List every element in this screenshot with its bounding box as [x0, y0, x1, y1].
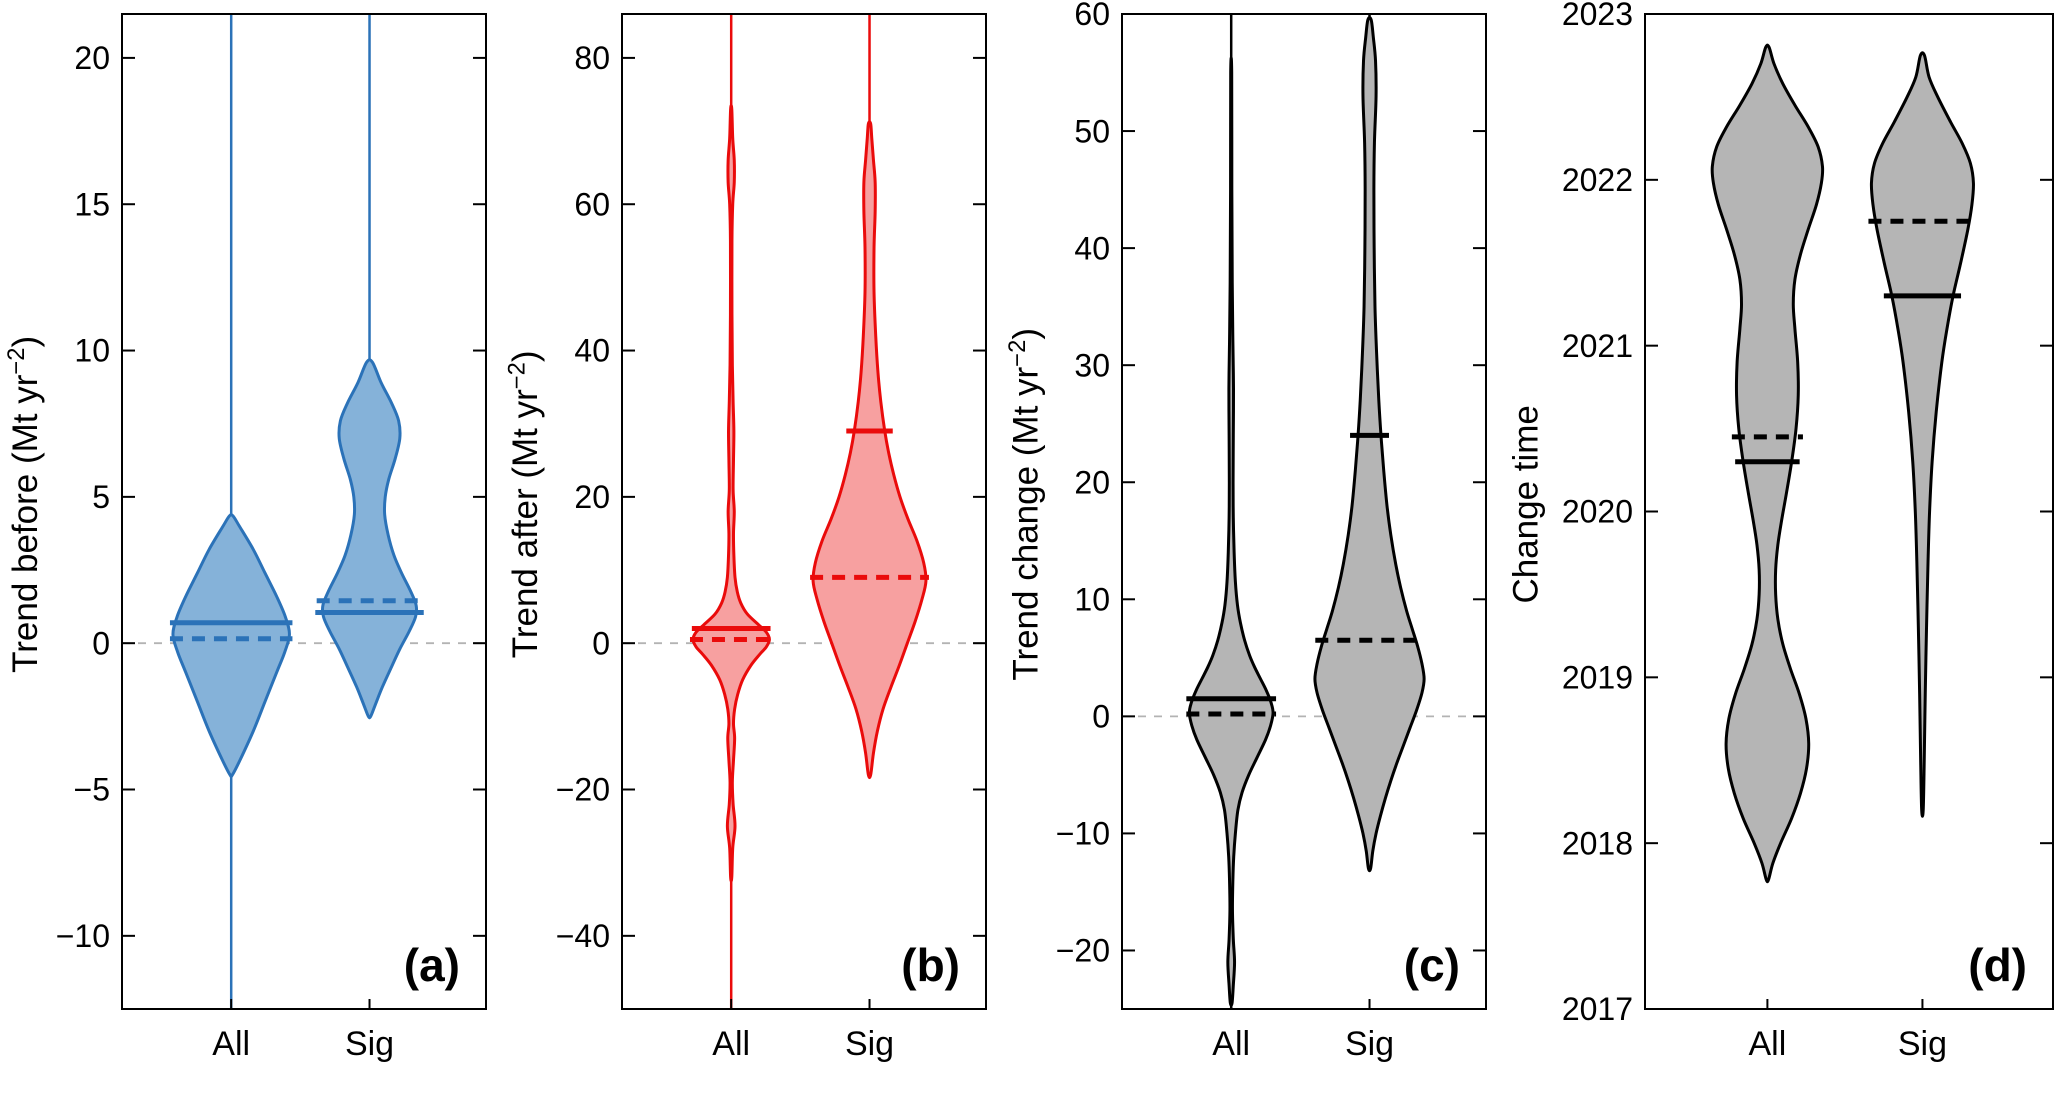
y-tick-label: 20 — [1074, 464, 1110, 500]
violin-plot-b: −40 −20 0 20 40 60 80 All Sig(b) — [556, 13, 987, 1063]
y-tick-label: 2020 — [1562, 494, 1633, 530]
y-tick-label: 50 — [1074, 113, 1110, 149]
y-axis-label-b: Trend after (Mt yr−2) — [500, 0, 550, 1009]
category-label-sig: Sig — [1345, 1025, 1394, 1063]
y-axis-label-d: Change time — [1500, 0, 1550, 1009]
y-tick-label: 5 — [92, 479, 110, 515]
violin-body-all — [691, 103, 771, 883]
y-axis-label-sup: −2 — [1003, 339, 1031, 367]
y-tick-label: 60 — [1074, 0, 1110, 32]
y-tick-label: 2023 — [1562, 0, 1633, 32]
violin-plot-c: −20 −10 0 10 20 30 40 50 60 All Sig (c) — [1056, 0, 1487, 1063]
y-axis-label-prefix: Change time — [1506, 405, 1546, 604]
axis-box — [621, 13, 987, 1010]
y-tick-label: 20 — [74, 40, 110, 76]
y-tick-label: 40 — [574, 333, 610, 369]
y-tick-label: 60 — [574, 186, 610, 222]
y-axis-label-prefix: Trend after (Mt yr — [506, 389, 546, 659]
violin-plot-d: 2017 2018 2019 2020 2021 2022 2023 All Sig (d) — [1562, 0, 2054, 1063]
y-tick-label: 0 — [92, 625, 110, 661]
category-label-sig: Sig — [845, 1025, 894, 1063]
y-axis-label-text: Trend before (Mt yr−2) — [4, 336, 47, 673]
y-tick-label: −10 — [1056, 816, 1110, 852]
axis-box — [1644, 13, 2054, 1010]
category-label-all: All — [212, 1025, 250, 1063]
panel-letter: (a) — [404, 939, 460, 991]
panel-d: Change time 2017 2018 2019 2020 2021 2022 2023… — [1500, 0, 2067, 1093]
panel-c: Trend change (Mt yr−2) −20 −10 0 10 20 30 40 50… — [1000, 0, 1500, 1093]
y-tick-label: 2021 — [1562, 328, 1633, 364]
y-tick-label: 2018 — [1562, 825, 1633, 861]
y-axis-label-c: Trend change (Mt yr−2) — [1000, 0, 1050, 1009]
y-tick-label: 2019 — [1562, 660, 1633, 696]
y-tick-label: 0 — [592, 625, 610, 661]
category-label-all: All — [712, 1025, 750, 1063]
violin-body-sig — [811, 120, 928, 780]
y-axis-label-text: Trend change (Mt yr−2) — [1004, 328, 1047, 681]
panel-letter: (b) — [901, 939, 960, 991]
panel-letter: (d) — [1968, 939, 2027, 991]
y-tick-label: 10 — [74, 333, 110, 369]
y-tick-label: 10 — [1074, 581, 1110, 617]
y-tick-label: 0 — [1092, 699, 1110, 735]
y-tick-label: 2022 — [1562, 162, 1633, 198]
y-axis-label-suffix: ) — [6, 335, 46, 348]
category-label-all: All — [1749, 1025, 1787, 1063]
category-label-all: All — [1212, 1025, 1250, 1063]
y-tick-label: 15 — [74, 186, 110, 222]
panel-letter: (c) — [1404, 939, 1460, 991]
y-axis-label-sup: −2 — [503, 362, 531, 390]
axis-box — [1121, 13, 1487, 1010]
panel-a: Trend before (Mt yr−2) −10 −5 0 5 10 15 20 All S… — [0, 0, 500, 1093]
y-axis-label-a: Trend before (Mt yr−2) — [0, 0, 50, 1009]
violin-body-sig — [1869, 51, 1975, 818]
y-axis-label-prefix: Trend before (Mt yr — [6, 374, 46, 674]
violin-body-all — [1187, 56, 1275, 1007]
y-axis-label-suffix: ) — [506, 350, 546, 363]
violin-body-sig — [320, 358, 419, 720]
y-axis-label-sup: −2 — [3, 347, 31, 375]
y-tick-label: 40 — [1074, 230, 1110, 266]
violin-plot-a: −10 −5 0 5 10 15 20 All Sig (a) — [56, 13, 487, 1063]
y-tick-label: −10 — [56, 918, 110, 954]
y-tick-label: −20 — [556, 772, 610, 808]
y-axis-label-text: Change time — [1504, 405, 1547, 603]
axis-box — [121, 13, 487, 1010]
y-axis-label-suffix: ) — [1006, 328, 1046, 340]
category-label-sig: Sig — [1898, 1025, 1947, 1063]
y-tick-label: 20 — [574, 479, 610, 515]
y-axis-label-prefix: Trend change (Mt yr — [1006, 366, 1046, 681]
category-label-sig: Sig — [345, 1025, 394, 1063]
violin-body-sig — [1313, 16, 1426, 873]
y-axis-label-text: Trend after (Mt yr−2) — [504, 351, 547, 659]
y-tick-label: −5 — [74, 772, 110, 808]
violin-body-all — [171, 513, 291, 779]
panel-b: Trend after (Mt yr−2) −40 −20 0 20 40 60 80 All… — [500, 0, 1000, 1093]
y-tick-label: 80 — [574, 40, 610, 76]
y-tick-label: −40 — [556, 918, 610, 954]
y-tick-label: −20 — [1056, 933, 1110, 969]
y-tick-label: 30 — [1074, 347, 1110, 383]
y-tick-label: 2017 — [1562, 991, 1633, 1027]
